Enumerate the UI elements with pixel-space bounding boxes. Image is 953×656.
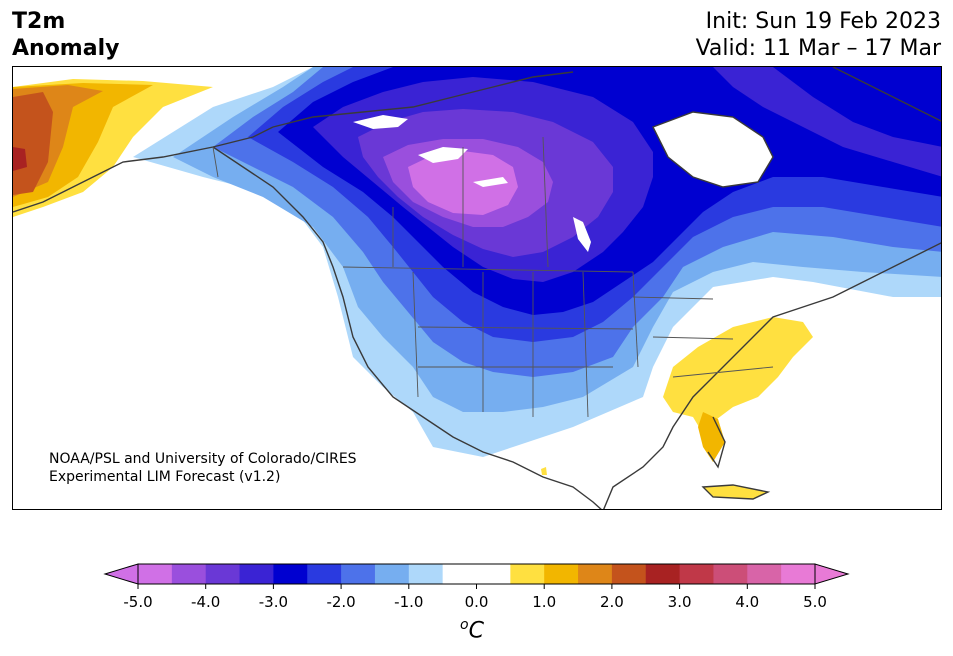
- east-us-warm-outer: [663, 317, 813, 442]
- state-borders: [212, 136, 774, 418]
- colorbar-segment: [273, 564, 308, 584]
- map-panel: [12, 66, 942, 510]
- colorbar-segment: [239, 564, 274, 584]
- colorbar-tick-label: -4.0: [191, 593, 220, 611]
- credit-text: NOAA/PSL and University of Colorado/CIRE…: [49, 450, 357, 486]
- arctic-cold-2: [773, 67, 941, 147]
- anomaly-map: [13, 67, 941, 509]
- colorbar-segment: [611, 564, 647, 584]
- colorbar-segment: [476, 564, 511, 584]
- alaska-warm-peak: [13, 147, 27, 171]
- title-line-1: T2m: [12, 9, 66, 34]
- colorbar-unit: oC: [460, 617, 484, 643]
- colorbar-segment: [510, 564, 545, 584]
- colorbar-segment: [341, 564, 376, 584]
- colorbar-tick-label: -5.0: [123, 593, 152, 611]
- colorbar-segment: [645, 564, 681, 584]
- colorbar-tick-label: 0.0: [465, 593, 489, 611]
- east-us-warm-inner: [698, 412, 725, 462]
- colorbar-segment: [747, 564, 782, 584]
- colorbar-ticks: -5.0 -4.0 -3.0 -2.0 -1.0 0.0 1.0 2.0 3.0 4.0 5.0: [123, 584, 827, 611]
- colorbar-tick-label: 5.0: [803, 593, 827, 611]
- colorbar-segment: [781, 564, 816, 584]
- unit-base: C: [468, 618, 484, 644]
- coastlines: [13, 67, 941, 509]
- colorbar-segment: [578, 564, 613, 584]
- cuba-warm: [703, 485, 768, 499]
- lake-athabasca: [473, 177, 508, 187]
- colorbar: -5.0 -4.0 -3.0 -2.0 -1.0 0.0 1.0 2.0 3.0 4.0 5.0: [103, 563, 850, 611]
- valid-range: Valid: 11 Mar – 17 Mar: [695, 36, 941, 61]
- colorbar-tick-label: 2.0: [600, 593, 624, 611]
- colorbar-tick-label: 4.0: [735, 593, 759, 611]
- colorbar-segments: [138, 564, 816, 584]
- colorbar-min-extension: [103, 563, 139, 585]
- colorbar-tick-label: -2.0: [326, 593, 355, 611]
- great-bear-lake: [353, 115, 408, 129]
- unit-superscript: o: [460, 617, 469, 633]
- colorbar-segment: [205, 564, 241, 584]
- init-date: Init: Sun 19 Feb 2023: [705, 9, 941, 34]
- lake-winnipeg: [573, 217, 591, 252]
- colorbar-tick-label: 3.0: [668, 593, 692, 611]
- colorbar-tick-label: -1.0: [394, 593, 423, 611]
- mexico-warm-spot: [541, 467, 547, 475]
- colorbar-tick-label: -3.0: [259, 593, 288, 611]
- great-slave-lake: [418, 147, 468, 163]
- colorbar-segment: [713, 564, 748, 584]
- title-line-2: Anomaly: [12, 36, 120, 61]
- alaska-warm-core: [13, 92, 53, 195]
- credit-line-1: NOAA/PSL and University of Colorado/CIRE…: [49, 451, 357, 467]
- colorbar-segment: [307, 564, 342, 584]
- colorbar-segment: [544, 564, 579, 584]
- colorbar-segment: [442, 564, 477, 584]
- colorbar-segment: [138, 564, 173, 584]
- colorbar-tick-label: 1.0: [532, 593, 556, 611]
- colorbar-segment: [374, 564, 410, 584]
- credit-line-2: Experimental LIM Forecast (v1.2): [49, 469, 281, 485]
- colorbar-segment: [679, 564, 714, 584]
- colorbar-segment: [408, 564, 444, 584]
- colorbar-max-extension: [814, 563, 850, 585]
- colorbar-segment: [171, 564, 207, 584]
- map-title: T2m Anomaly: [12, 8, 119, 62]
- forecast-dates: Init: Sun 19 Feb 2023 Valid: 11 Mar – 17…: [696, 8, 941, 62]
